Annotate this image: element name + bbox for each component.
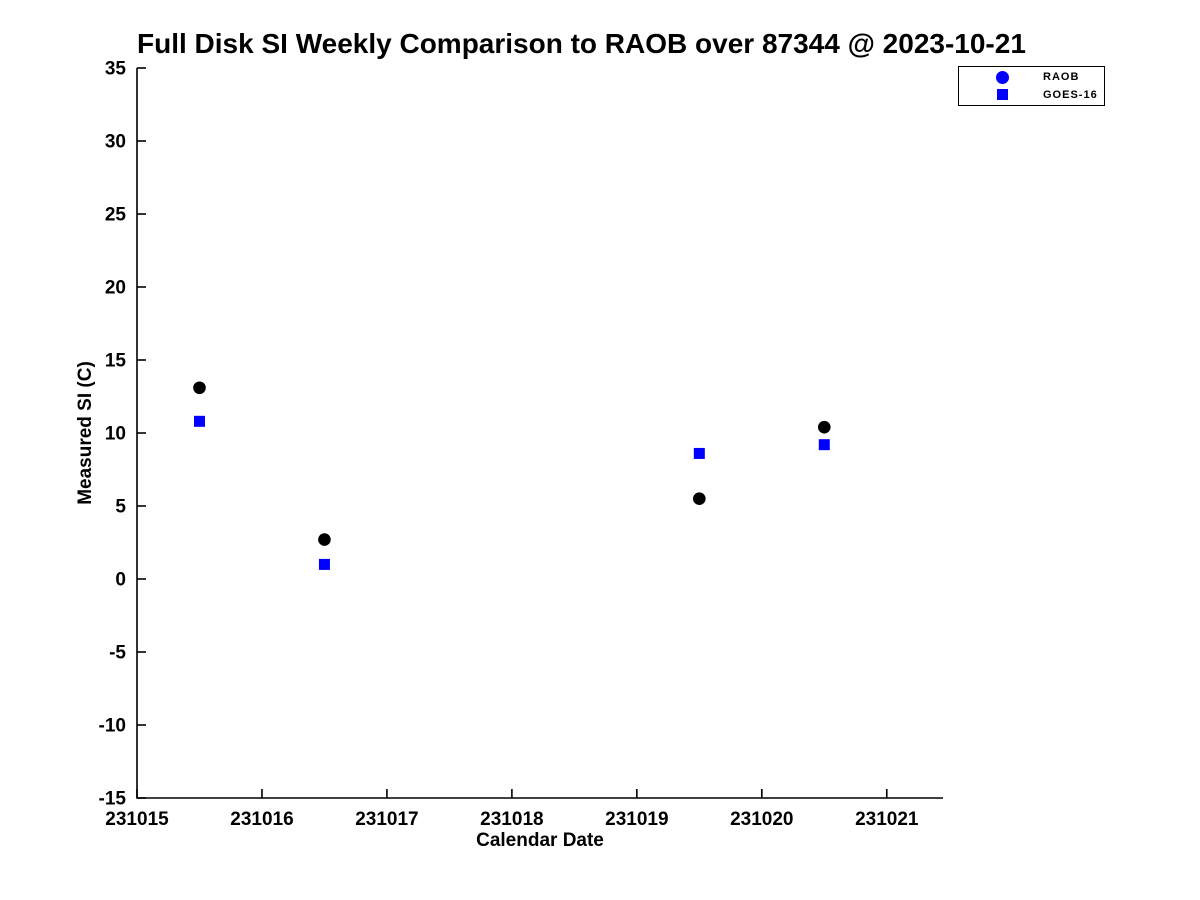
- x-tick-label: 231015: [105, 809, 169, 830]
- y-tick-label: -15: [99, 789, 127, 810]
- data-point-goes-16: [193, 415, 205, 427]
- y-tick-label: 0: [115, 570, 126, 591]
- raob-legend-marker-icon: [995, 70, 1010, 85]
- y-tick-label: 5: [115, 497, 126, 518]
- data-point-raob: [193, 381, 206, 395]
- x-tick-label: 231020: [730, 809, 793, 830]
- x-tick-label: 231019: [605, 809, 668, 830]
- y-tick-label: 10: [105, 424, 126, 445]
- goes16-legend-marker-icon: [995, 87, 1010, 102]
- data-point-goes-16: [693, 447, 705, 459]
- y-tick-label: -5: [109, 643, 126, 664]
- data-point-raob: [318, 533, 331, 546]
- data-point-goes-16: [818, 439, 830, 451]
- y-tick-label: -10: [99, 716, 126, 737]
- y-tick-label: 30: [105, 132, 126, 153]
- x-tick-label: 231017: [355, 809, 418, 830]
- chart-title: Full Disk SI Weekly Comparison to RAOB o…: [137, 28, 1026, 59]
- x-tick-label: 231018: [480, 809, 543, 830]
- y-tick-label: 15: [105, 351, 127, 372]
- x-axis-label: Calendar Date: [476, 830, 604, 851]
- data-point-raob: [817, 420, 831, 434]
- y-tick-label: 35: [105, 59, 127, 80]
- legend-item-goes16: GOES-16: [959, 87, 1104, 102]
- legend-item-raob: RAOB: [959, 70, 1104, 85]
- data-point-raob: [693, 492, 706, 506]
- y-tick-label: 25: [105, 205, 127, 226]
- data-point-goes-16: [318, 558, 330, 570]
- x-tick-label: 231021: [855, 809, 919, 830]
- y-tick-label: 20: [105, 278, 126, 299]
- x-tick-label: 231016: [230, 809, 293, 830]
- legend: RAOB GOES-16: [958, 66, 1105, 106]
- legend-label-raob: RAOB: [1043, 71, 1080, 84]
- legend-label-goes16: GOES-16: [1043, 88, 1098, 101]
